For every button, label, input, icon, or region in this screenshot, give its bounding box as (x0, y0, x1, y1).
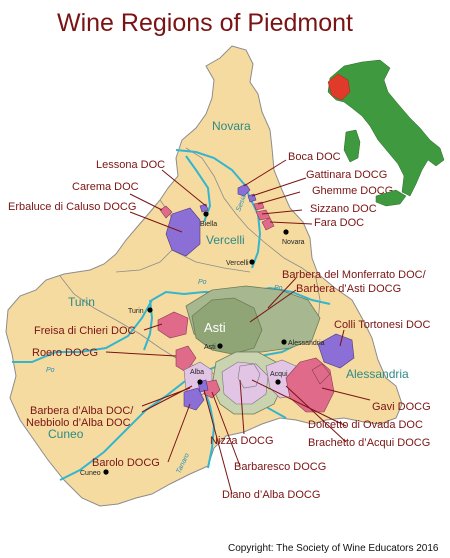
river-name-po-west: Po (46, 367, 55, 374)
province-label-cuneo: Cuneo (48, 427, 84, 441)
area-barolo (183, 387, 205, 411)
sardinia-shape (343, 129, 361, 163)
area-barbera-asti (191, 297, 263, 355)
province-label-alessandria: Alessandria (346, 367, 409, 381)
city-dot-alessandria (281, 339, 287, 345)
area-boca (237, 183, 251, 197)
river-name-po-east: Po (274, 285, 283, 292)
city-label-alba: Alba (190, 369, 204, 376)
label-boca: Boca DOC (288, 151, 341, 163)
city-label-acqui: Acqui (270, 371, 288, 378)
label-barbera-monferrato: Barbera del Monferrato DOC/ (282, 269, 427, 281)
area-colli-tortonesi (317, 333, 355, 369)
italy-shape (327, 59, 445, 197)
city-label-biella: Biella (200, 221, 217, 228)
label-ghemme: Ghemme DOCG (312, 185, 393, 197)
label-lessona: Lessona DOC (96, 159, 165, 171)
city-label-cuneo: Cuneo (80, 470, 101, 477)
city-label-alessandria: Alessandria (288, 340, 325, 347)
sicily-shape (375, 189, 407, 207)
area-roero (175, 345, 197, 373)
label-barbera-asti: Barbera d’Asti DOCG (296, 283, 401, 295)
area-freisa-chieri (157, 311, 189, 339)
area-fara (261, 217, 275, 231)
italy-inset-map (327, 59, 445, 207)
province-labels: Novara Vercelli Turin Asti Alessandria C… (48, 119, 409, 441)
label-barbaresco: Barbaresco DOCG (234, 461, 326, 473)
label-gavi: Gavi DOCG (372, 401, 431, 413)
city-dot-acqui (275, 379, 281, 385)
province-label-novara: Novara (212, 119, 251, 133)
area-gavi-east (311, 363, 331, 385)
city-dot-alba (197, 379, 203, 385)
city-label-asti: Asti (204, 344, 216, 351)
city-dot-novara (283, 229, 289, 235)
city-dot-asti (217, 343, 223, 349)
area-dolcetto-ovada (237, 363, 261, 389)
label-roero: Roero DOCG (32, 347, 98, 359)
copyright-text: Copyright: The Society of Wine Educators… (228, 543, 439, 554)
label-gattinara: Gattinara DOCG (306, 169, 387, 181)
label-diano: Diano d’Alba DOCG (222, 489, 320, 501)
label-dolcetto-ovada: Dolcetto di Ovada DOC (308, 419, 423, 431)
area-carema (159, 205, 173, 219)
label-nebbiolo-alba: Nebbiolo d’Alba DOC (26, 417, 131, 429)
city-dot-vercelli (249, 259, 255, 265)
province-label-turin: Turin (68, 295, 95, 309)
city-dot-cuneo (103, 469, 109, 475)
area-erbaluce-caluso (165, 207, 201, 257)
label-nizza: Nizza DOCG (210, 435, 274, 447)
river-name-po: Po (198, 279, 207, 286)
map-title: Wine Regions of Piedmont (57, 9, 353, 37)
province-label-asti: Asti (204, 320, 226, 335)
area-ghemme (253, 201, 265, 211)
label-barbera-alba: Barbera d’Alba DOC/ (30, 405, 134, 417)
city-label-turin: Turin (128, 308, 144, 315)
province-label-vercelli: Vercelli (206, 233, 245, 247)
city-label-vercelli: Vercelli (226, 260, 249, 267)
label-fara: Fara DOC (314, 217, 364, 229)
city-label-novara: Novara (282, 239, 305, 246)
label-barolo: Barolo DOCG (92, 457, 160, 469)
label-colli-tortonesi: Colli Tortonesi DOC (334, 319, 430, 331)
area-gattinara (247, 193, 257, 203)
label-freisa: Freisa di Chieri DOC (34, 325, 136, 337)
label-carema: Carema DOC (72, 181, 139, 193)
piedmont-highlight (327, 73, 351, 101)
wine-areas (157, 183, 355, 415)
city-dot-turin (147, 307, 153, 313)
label-sizzano: Sizzano DOC (310, 203, 377, 215)
leader-lines (105, 159, 371, 495)
city-markers: Biella Novara Vercelli Turin Asti Alessa… (80, 211, 325, 477)
city-dot-biella (203, 211, 209, 217)
region-labels: Lessona DOC Carema DOC Erbaluce di Calus… (8, 151, 431, 501)
label-brachetto: Brachetto d’Acqui DOCG (308, 437, 430, 449)
label-erbaluce: Erbaluce di Caluso DOCG (8, 201, 136, 213)
